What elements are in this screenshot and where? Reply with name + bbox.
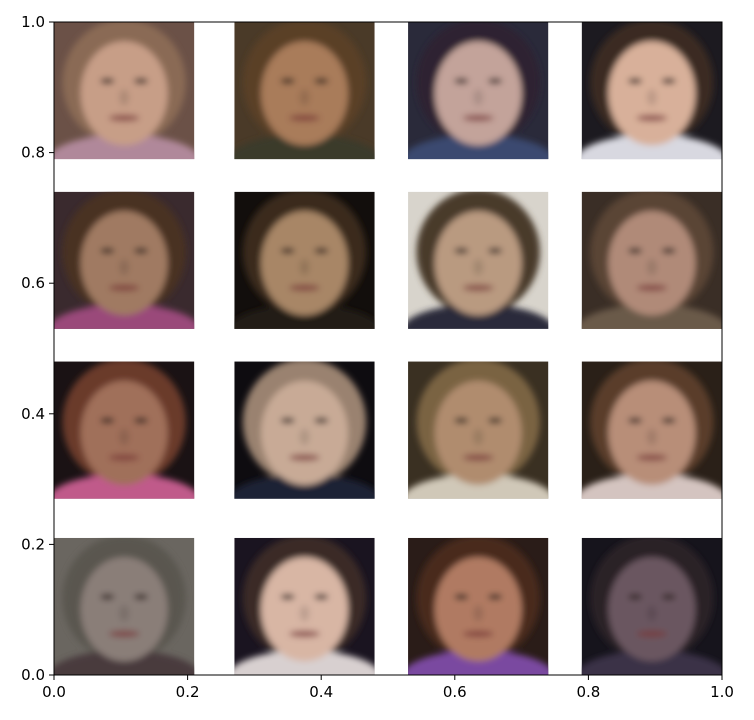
y-tick-label: 0.4: [21, 405, 45, 423]
face-tile-r3-c2: [234, 361, 375, 499]
face-tile-r4-c1: [54, 537, 195, 675]
y-tick-label: 0.6: [21, 274, 45, 292]
x-tick-label: 0.2: [176, 683, 200, 701]
axes-frame: [53, 21, 723, 676]
face-tile-r3-c4: [581, 361, 722, 499]
face-tile-r3-c1: [54, 361, 195, 499]
face-tile-r3-c3: [408, 361, 549, 499]
face-tile-r1-c2: [234, 22, 375, 160]
face-tile-r2-c4: [581, 191, 722, 329]
face-tile-r2-c2: [234, 191, 375, 329]
y-tick-label: 0.0: [21, 666, 45, 684]
face-tile-r4-c2: [234, 537, 375, 675]
face-tile-r2-c1: [54, 191, 195, 329]
axes-layer: 0.0 0.2 0.4 0.6 0.8 1.0 0.0 0.2 0.4 0.6 0.8 1.0: [21, 13, 734, 701]
x-tick-label: 0.4: [309, 683, 333, 701]
y-tick-label: 0.2: [21, 535, 45, 553]
face-tile-r4-c3: [408, 537, 549, 675]
face-tile-r1-c4: [581, 22, 722, 160]
face-tile-r2-c3: [408, 191, 549, 329]
face-tile-r4-c4: [581, 537, 722, 675]
tiles-layer: [54, 22, 722, 675]
x-tick-label: 0.6: [443, 683, 467, 701]
x-tick-label: 1.0: [710, 683, 734, 701]
y-tick-label: 1.0: [21, 13, 45, 31]
face-tile-r1-c3: [408, 22, 549, 160]
face-tile-r1-c1: [54, 22, 195, 160]
x-tick-label: 0.0: [42, 683, 66, 701]
y-tick-label: 0.8: [21, 144, 45, 162]
x-tick-label: 0.8: [576, 683, 600, 701]
